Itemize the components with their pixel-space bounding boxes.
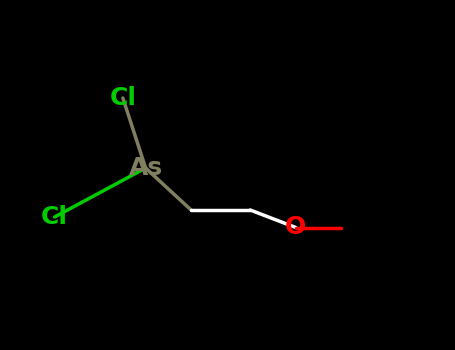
Text: Cl: Cl [41,205,68,229]
Text: Cl: Cl [109,86,136,110]
Text: O: O [285,216,306,239]
Text: As: As [128,156,163,180]
